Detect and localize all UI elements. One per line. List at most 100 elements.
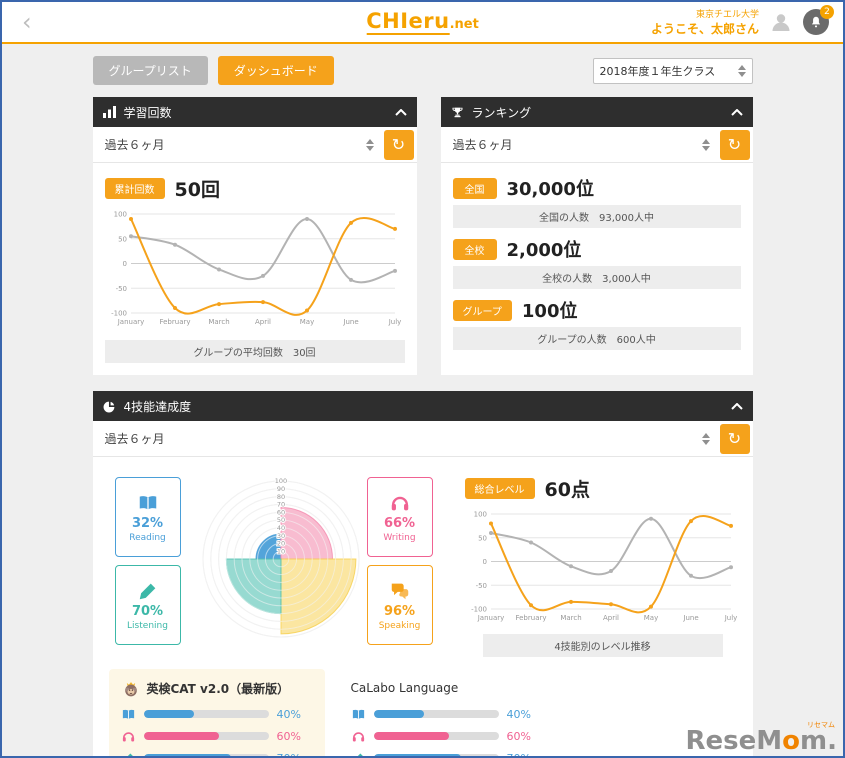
headphones-icon: [389, 492, 411, 514]
resemom-text-o: o: [782, 726, 801, 756]
progress-value: 60%: [276, 729, 301, 743]
learning-count-panel: 学習回数 過去６ヶ月 ↻ 累計回数 50回 100 50 0 -50 -100 Janua…: [92, 97, 417, 375]
skill-progress-row: 60%: [121, 725, 313, 747]
skills-panel: 4技能達成度 過去６ヶ月 ↻ 32% Reading: [92, 391, 753, 756]
collapse-chevron-icon[interactable]: [730, 108, 743, 116]
panel-title: ランキング: [471, 105, 532, 120]
app-title-text: 英検CAT v2.0（最新版）: [146, 681, 290, 696]
svg-text:0: 0: [482, 558, 486, 566]
trophy-icon: [451, 107, 463, 117]
user-icon[interactable]: [769, 10, 793, 34]
rank-value: 100位: [521, 301, 578, 322]
svg-text:90: 90: [276, 485, 284, 493]
skill-percent: 70%: [131, 603, 164, 619]
learning-panel-header: 学習回数: [92, 97, 417, 127]
resemom-furigana: リセマム: [807, 721, 835, 729]
resemom-text-end: m.: [800, 726, 837, 756]
back-chevron-icon[interactable]: ‹: [22, 8, 32, 36]
collapse-chevron-icon[interactable]: [730, 402, 743, 410]
svg-text:May: May: [643, 614, 657, 622]
svg-text:20: 20: [276, 540, 284, 548]
refresh-button[interactable]: ↻: [719, 423, 750, 454]
period-select[interactable]: 過去６ヶ月 ↻: [92, 127, 417, 163]
app-header: ‹ CHIeru .net 東京チエル大学 ようこそ、太郎さん 2: [2, 2, 843, 44]
book-icon: [121, 707, 136, 722]
panel-title: 4技能達成度: [123, 399, 192, 414]
svg-text:January: January: [476, 614, 504, 622]
collapse-chevron-icon[interactable]: [394, 108, 407, 116]
refresh-button[interactable]: ↻: [383, 129, 414, 160]
overall-level-area: 総合レベル 60点 100 50 0 -50 -100 January February Ma…: [457, 471, 741, 657]
logo-text: CHIeru: [366, 9, 450, 35]
user-greeting: 東京チエル大学 ようこそ、太郎さん: [651, 7, 759, 37]
app-progress-list: 40%60%70%100%: [121, 703, 313, 756]
svg-text:60: 60: [276, 508, 284, 516]
period-select-value: 過去６ヶ月: [452, 138, 513, 152]
svg-text:100: 100: [113, 211, 126, 219]
group-average-note: グループの平均回数 30回: [104, 340, 405, 363]
university-name: 東京チエル大学: [695, 10, 759, 20]
welcome-text: ようこそ、太郎さん: [650, 22, 759, 36]
rank-note: 全国の人数 93,000人中: [452, 205, 741, 228]
app-title-text: CaLabo Language: [350, 681, 459, 695]
svg-text:100: 100: [274, 477, 286, 485]
skill-progress-row: 70%: [121, 747, 313, 756]
skill-label: Writing: [383, 532, 416, 543]
svg-text:February: February: [515, 614, 546, 622]
progress-track: [143, 732, 269, 740]
svg-text:0: 0: [122, 260, 126, 268]
period-select-value: 過去６ヶ月: [104, 432, 165, 446]
period-select[interactable]: 過去６ヶ月 ↻: [92, 421, 753, 457]
skills-panel-body: 32% Reading 66% Writing 70% Listening: [93, 457, 753, 756]
notification-badge: 2: [820, 5, 834, 19]
progress-track: [373, 710, 499, 718]
period-select[interactable]: 過去６ヶ月 ↻: [440, 127, 753, 163]
rank-value: 2,000位: [506, 240, 582, 261]
svg-text:100: 100: [473, 511, 486, 519]
svg-text:February: February: [159, 318, 190, 326]
svg-text:April: April: [603, 614, 619, 622]
pencil-icon: [137, 580, 159, 602]
svg-text:50: 50: [118, 235, 127, 243]
svg-text:-50: -50: [115, 285, 126, 293]
skill-card-listening: 70% Listening: [114, 565, 181, 645]
rank-badge: グループ: [452, 299, 512, 321]
class-select[interactable]: 2018年度１年生クラス: [592, 57, 753, 84]
svg-text:70: 70: [276, 501, 284, 509]
book-icon: [137, 492, 159, 514]
app-logo: CHIeru .net: [366, 9, 479, 35]
headphones-icon: [121, 729, 136, 744]
rank-note: 全校の人数 3,000人中: [452, 266, 741, 289]
speech-icon: [389, 580, 411, 602]
rank-group-group: グループ 100位 グループの人数 600人中: [452, 297, 741, 350]
skill-percent: 66%: [383, 515, 416, 531]
skills-chart-area: 32% Reading 66% Writing 70% Listening: [105, 471, 457, 647]
progress-track: [143, 710, 269, 718]
refresh-button[interactable]: ↻: [719, 129, 750, 160]
notification-button[interactable]: 2: [803, 5, 834, 35]
svg-text:10: 10: [276, 547, 284, 555]
pencil-icon: [121, 751, 136, 756]
svg-text:-100: -100: [111, 310, 127, 318]
select-arrows-icon: [701, 138, 710, 151]
rank-badge: 全国: [452, 177, 497, 199]
bar-chart-icon: [102, 106, 116, 118]
main-content: グループリスト ダッシュボード 2018年度１年生クラス 学習回数 過去６ヶ月: [92, 44, 753, 756]
dashboard-button[interactable]: ダッシュボード: [217, 56, 334, 85]
ranking-panel-header: ランキング: [440, 97, 753, 127]
svg-text:40: 40: [276, 524, 284, 532]
skill-label: Reading: [129, 532, 166, 543]
top-panels-row: 学習回数 過去６ヶ月 ↻ 累計回数 50回 100 50 0 -50 -100 Janua…: [92, 97, 753, 375]
skill-progress-row: 40%: [121, 703, 313, 725]
skill-percent: 96%: [383, 603, 416, 619]
svg-text:-100: -100: [471, 606, 487, 614]
progress-track: [373, 732, 499, 740]
group-list-button[interactable]: グループリスト: [92, 56, 208, 85]
ranking-panel: ランキング 過去６ヶ月 ↻ 全国 30,000位: [440, 97, 753, 375]
svg-text:March: March: [560, 614, 581, 622]
period-select-value: 過去６ヶ月: [104, 138, 165, 152]
